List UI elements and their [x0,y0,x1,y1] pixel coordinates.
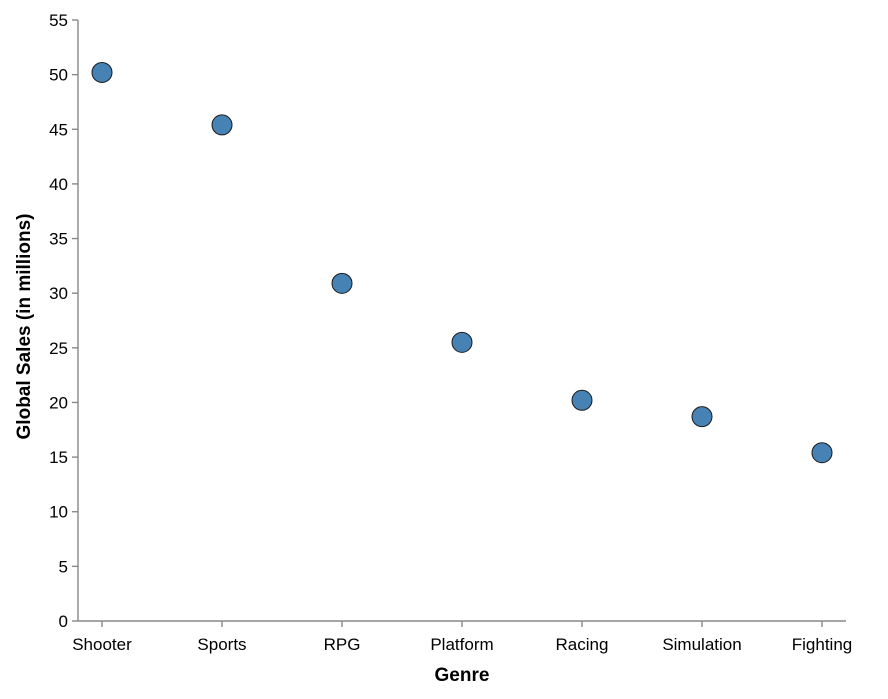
data-points [91,61,833,464]
y-axis: 0 5 10 15 20 25 30 35 40 45 50 55 [49,11,79,631]
y-tick-label: 20 [49,393,68,412]
y-tick-label: 5 [59,557,68,576]
y-tick-label: 25 [49,339,68,358]
x-tick-label: Sports [197,635,246,654]
y-tick-label: 40 [49,175,68,194]
data-point[interactable] [211,114,233,136]
y-axis-title: Global Sales (in millions) [14,214,35,440]
x-tick-label: Simulation [662,635,741,654]
x-tick-label: Fighting [792,635,852,654]
data-point[interactable] [451,331,473,353]
x-tick-label: Platform [430,635,493,654]
data-point[interactable] [571,389,593,411]
y-tick-label: 15 [49,448,68,467]
y-tick-label: 35 [49,230,68,249]
y-tick-label: 30 [49,284,68,303]
x-ticks: Shooter Sports RPG Platform Racing Simulation… [72,621,852,654]
data-point[interactable] [811,442,833,464]
x-tick-label: Shooter [72,635,132,654]
y-tick-label: 0 [59,612,68,631]
data-point[interactable] [331,272,353,294]
y-tick-label: 55 [49,11,68,30]
y-tick-label: 45 [49,120,68,139]
data-point[interactable] [91,61,113,83]
x-axis: Shooter Sports RPG Platform Racing Simulation… [72,620,852,654]
y-tick-label: 50 [49,66,68,85]
x-tick-label: RPG [324,635,361,654]
x-tick-label: Racing [556,635,609,654]
x-axis-title: Genre [435,665,490,686]
y-ticks: 0 5 10 15 20 25 30 35 40 45 50 55 [49,11,78,631]
y-tick-label: 10 [49,503,68,522]
data-point[interactable] [691,406,713,428]
